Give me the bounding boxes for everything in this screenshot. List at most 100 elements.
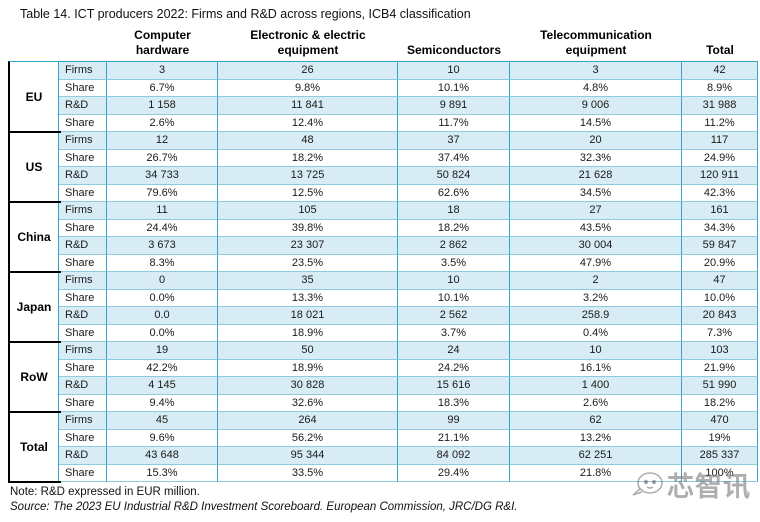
table-cell: 11 bbox=[107, 202, 218, 220]
table-cell: 10 bbox=[398, 272, 510, 290]
table-cell: 47.9% bbox=[510, 254, 682, 272]
table-body: EU Firms 3 26 10 3 42 Share 6.7% 9.8% 10.1% 4.8% 8.9… bbox=[8, 61, 758, 483]
table-cell: 7.3% bbox=[682, 324, 758, 342]
table-cell: 99 bbox=[398, 412, 510, 430]
table-cell: 2 562 bbox=[398, 307, 510, 325]
table-cell: 18.9% bbox=[218, 359, 398, 377]
table-cell: 59 847 bbox=[682, 237, 758, 255]
row-label-share: Share bbox=[59, 359, 107, 377]
table-cell: 84 092 bbox=[398, 447, 510, 465]
table-cell: 3 bbox=[510, 62, 682, 80]
table-cell: 50 824 bbox=[398, 167, 510, 185]
row-label-share: Share bbox=[59, 394, 107, 412]
table-cell: 285 337 bbox=[682, 447, 758, 465]
table-cell: 105 bbox=[218, 202, 398, 220]
table-header-row: Computer hardware Electronic & electric … bbox=[8, 25, 758, 61]
table-cell: 18 021 bbox=[218, 307, 398, 325]
table-cell: 10.1% bbox=[398, 79, 510, 97]
row-label-firms: Firms bbox=[59, 202, 107, 220]
table-cell: 3 673 bbox=[107, 237, 218, 255]
table-cell: 19% bbox=[682, 429, 758, 447]
column-header-electronic-electric: Electronic & electric equipment bbox=[250, 28, 366, 57]
row-label-firms: Firms bbox=[59, 272, 107, 290]
table-cell: 10 bbox=[510, 342, 682, 360]
table-cell: 62 bbox=[510, 412, 682, 430]
table-cell: 39.8% bbox=[218, 219, 398, 237]
table-cell: 12.4% bbox=[218, 114, 398, 132]
table-cell: 15 616 bbox=[398, 377, 510, 395]
table-cell: 62 251 bbox=[510, 447, 682, 465]
table-cell: 0.4% bbox=[510, 324, 682, 342]
table-cell: 4 145 bbox=[107, 377, 218, 395]
table-cell: 20.9% bbox=[682, 254, 758, 272]
table-cell: 18 bbox=[398, 202, 510, 220]
table-cell: 21.8% bbox=[510, 464, 682, 482]
table-cell: 23 307 bbox=[218, 237, 398, 255]
table-cell: 18.3% bbox=[398, 394, 510, 412]
table-cell: 3.2% bbox=[510, 289, 682, 307]
table-cell: 12.5% bbox=[218, 184, 398, 202]
table-cell: 24 bbox=[398, 342, 510, 360]
table-cell: 34.3% bbox=[682, 219, 758, 237]
table-cell: 18.9% bbox=[218, 324, 398, 342]
row-label-rd: R&D bbox=[59, 377, 107, 395]
region-group-japan: Japan Firms 0 35 10 2 47 Share 0.0% 13.3% 10.1% 3.2… bbox=[8, 271, 758, 342]
table-cell: 8.3% bbox=[107, 254, 218, 272]
row-label-rd: R&D bbox=[59, 97, 107, 115]
row-label-share: Share bbox=[59, 114, 107, 132]
table-cell: 43.5% bbox=[510, 219, 682, 237]
region-label-us: US bbox=[10, 132, 59, 202]
table-cell: 470 bbox=[682, 412, 758, 430]
region-group-total: Total Firms 45 264 99 62 470 Share 9.6% 56.2% 21.1… bbox=[8, 411, 758, 483]
table-cell: 24.9% bbox=[682, 149, 758, 167]
table-cell: 117 bbox=[682, 132, 758, 150]
table-cell: 11 841 bbox=[218, 97, 398, 115]
table-cell: 258.9 bbox=[510, 307, 682, 325]
table-cell: 6.7% bbox=[107, 79, 218, 97]
table-cell: 0.0% bbox=[107, 324, 218, 342]
table-cell: 56.2% bbox=[218, 429, 398, 447]
table-cell: 3 bbox=[107, 62, 218, 80]
region-label-japan: Japan bbox=[10, 272, 59, 342]
page: Table 14. ICT producers 2022: Firms and … bbox=[0, 7, 760, 522]
table-cell: 8.9% bbox=[682, 79, 758, 97]
table-cell: 30 828 bbox=[218, 377, 398, 395]
table-cell: 37.4% bbox=[398, 149, 510, 167]
row-label-rd: R&D bbox=[59, 447, 107, 465]
table-cell: 2.6% bbox=[107, 114, 218, 132]
region-label-china: China bbox=[10, 202, 59, 272]
table-cell: 32.6% bbox=[218, 394, 398, 412]
table-cell: 30 004 bbox=[510, 237, 682, 255]
table-note: Note: R&D expressed in EUR million. bbox=[10, 486, 200, 498]
table-cell: 0 bbox=[107, 272, 218, 290]
table-cell: 9.4% bbox=[107, 394, 218, 412]
table-cell: 1 158 bbox=[107, 97, 218, 115]
table-cell: 34.5% bbox=[510, 184, 682, 202]
table-cell: 10.0% bbox=[682, 289, 758, 307]
table-source: Source: The 2023 EU Industrial R&D Inves… bbox=[10, 501, 518, 513]
column-header-total: Total bbox=[706, 43, 734, 57]
table-cell: 11.7% bbox=[398, 114, 510, 132]
table-cell: 120 911 bbox=[682, 167, 758, 185]
table-cell: 100% bbox=[682, 464, 758, 482]
table-cell: 13.3% bbox=[218, 289, 398, 307]
table-cell: 10.1% bbox=[398, 289, 510, 307]
table-cell: 21.9% bbox=[682, 359, 758, 377]
header-region-spacer bbox=[8, 58, 59, 61]
table-cell: 12 bbox=[107, 132, 218, 150]
row-label-share: Share bbox=[59, 79, 107, 97]
table-cell: 33.5% bbox=[218, 464, 398, 482]
table-cell: 48 bbox=[218, 132, 398, 150]
table-cell: 18.2% bbox=[218, 149, 398, 167]
table-cell: 31 988 bbox=[682, 97, 758, 115]
table-cell: 42.3% bbox=[682, 184, 758, 202]
row-label-share: Share bbox=[59, 219, 107, 237]
table-cell: 50 bbox=[218, 342, 398, 360]
table-cell: 14.5% bbox=[510, 114, 682, 132]
table-cell: 24.2% bbox=[398, 359, 510, 377]
table-cell: 51 990 bbox=[682, 377, 758, 395]
row-label-rd: R&D bbox=[59, 237, 107, 255]
table-cell: 10 bbox=[398, 62, 510, 80]
table-cell: 21.1% bbox=[398, 429, 510, 447]
table-cell: 20 bbox=[510, 132, 682, 150]
